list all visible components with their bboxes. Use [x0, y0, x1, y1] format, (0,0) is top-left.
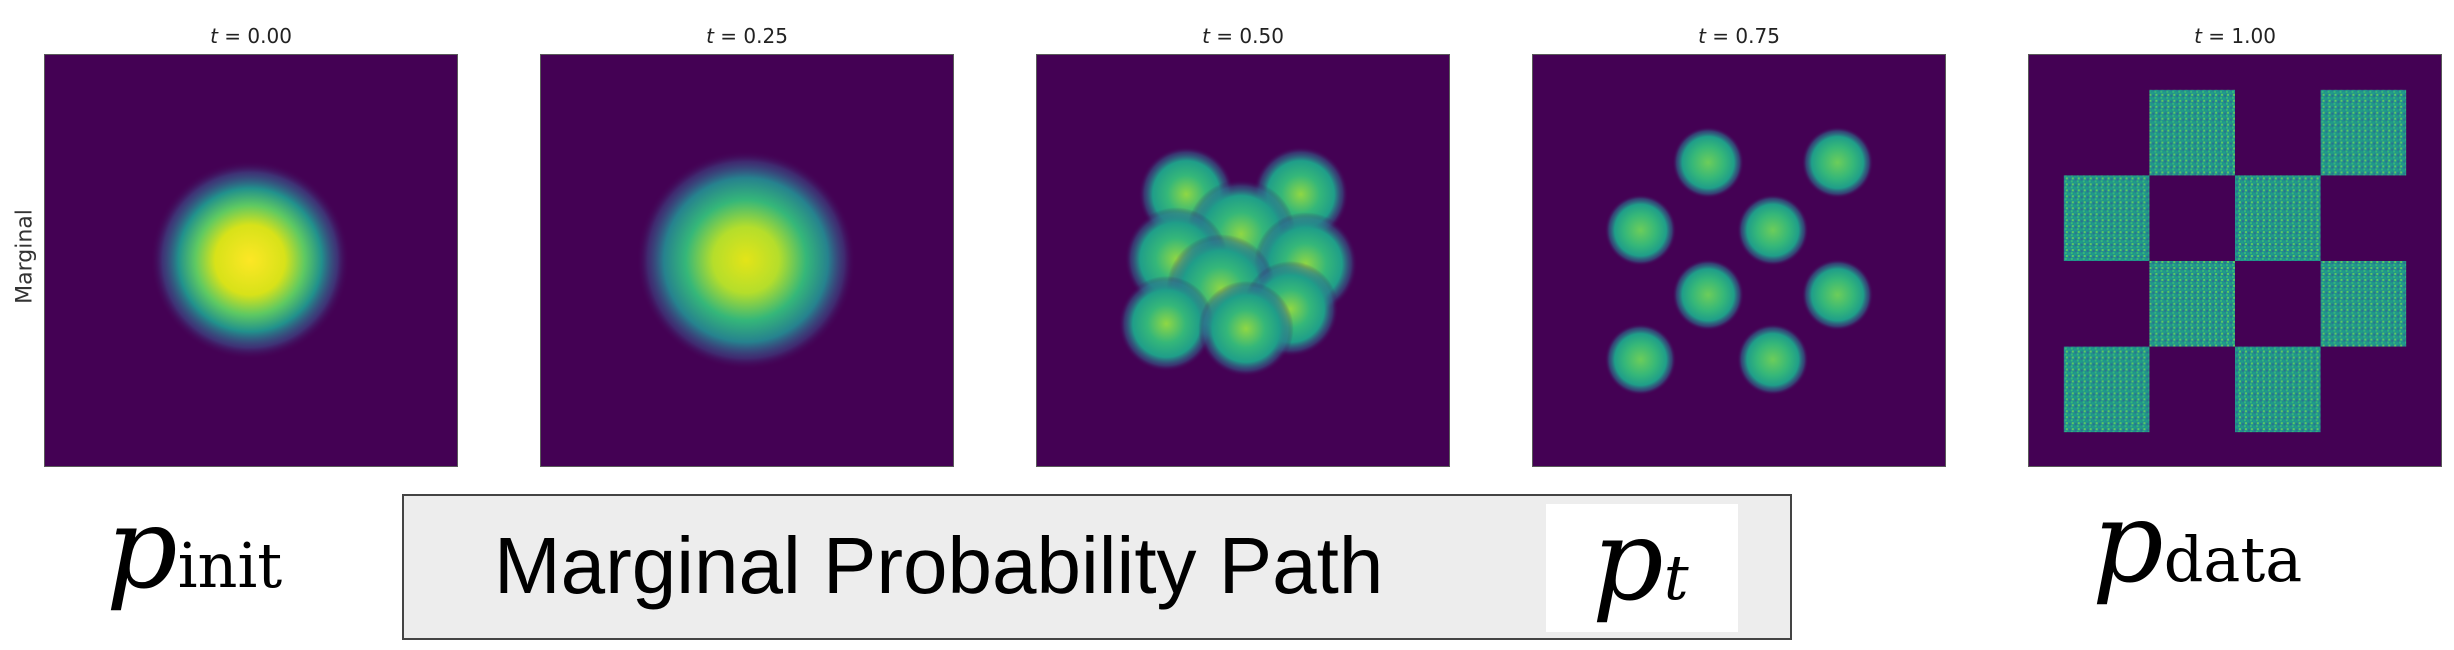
checkerboard-modes [2063, 89, 2407, 433]
p-t-label: pt [1592, 496, 1689, 626]
density-plot [2063, 89, 2407, 433]
pt-label-box: pt [1546, 496, 1738, 632]
panel-title-t050: t = 0.50 [1202, 24, 1284, 48]
density-plot [150, 160, 350, 360]
p-init-label: pinit [106, 484, 283, 614]
density-panel-t100 [2028, 54, 2442, 467]
panel-title-t025: t = 0.25 [706, 24, 788, 48]
panel-title-t075: t = 0.75 [1698, 24, 1780, 48]
density-plot [636, 150, 856, 370]
panel-title-t100: t = 1.00 [2194, 24, 2276, 48]
probability-path-box: Marginal Probability Path pt [402, 494, 1792, 640]
probability-path-label: Marginal Probability Path [494, 521, 1384, 610]
blurred-modes [1118, 146, 1358, 377]
density-panel-t025 [540, 54, 954, 467]
density-panel-t0 [44, 54, 458, 467]
gaussian-blob [636, 150, 856, 370]
density-panel-t050 [1036, 54, 1450, 467]
density-plot [1118, 146, 1358, 377]
y-axis-label: Marginal [12, 209, 38, 304]
density-panel-t075 [1532, 54, 1946, 467]
panel-title-t0: t = 0.00 [210, 24, 292, 48]
soft-checker-modes [1604, 126, 1874, 396]
density-plot [1604, 126, 1874, 396]
gaussian-blob [150, 160, 350, 360]
p-data-label: pdata [2092, 478, 2303, 608]
